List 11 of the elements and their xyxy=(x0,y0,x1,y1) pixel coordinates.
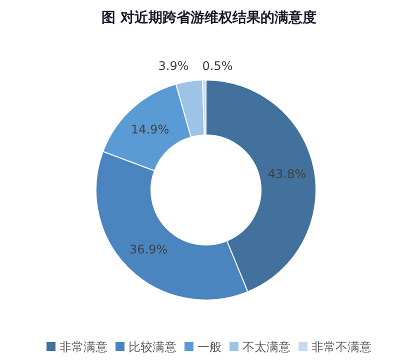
data-label: 14.9% xyxy=(131,122,170,137)
legend-label: 比较满意 xyxy=(128,340,176,354)
data-label: 43.8% xyxy=(268,167,306,182)
legend-label: 一般 xyxy=(198,340,222,354)
legend-label: 非常满意 xyxy=(60,340,108,354)
legend-label: 不太满意 xyxy=(242,340,290,354)
data-label: 36.9% xyxy=(130,242,168,256)
chart-title: 图 对近期跨省游维权结果的满意度 xyxy=(102,9,316,26)
data-label: 3.9% xyxy=(158,59,189,74)
legend-label: 非常不满意 xyxy=(312,340,372,354)
data-label: 0.5% xyxy=(202,59,233,74)
